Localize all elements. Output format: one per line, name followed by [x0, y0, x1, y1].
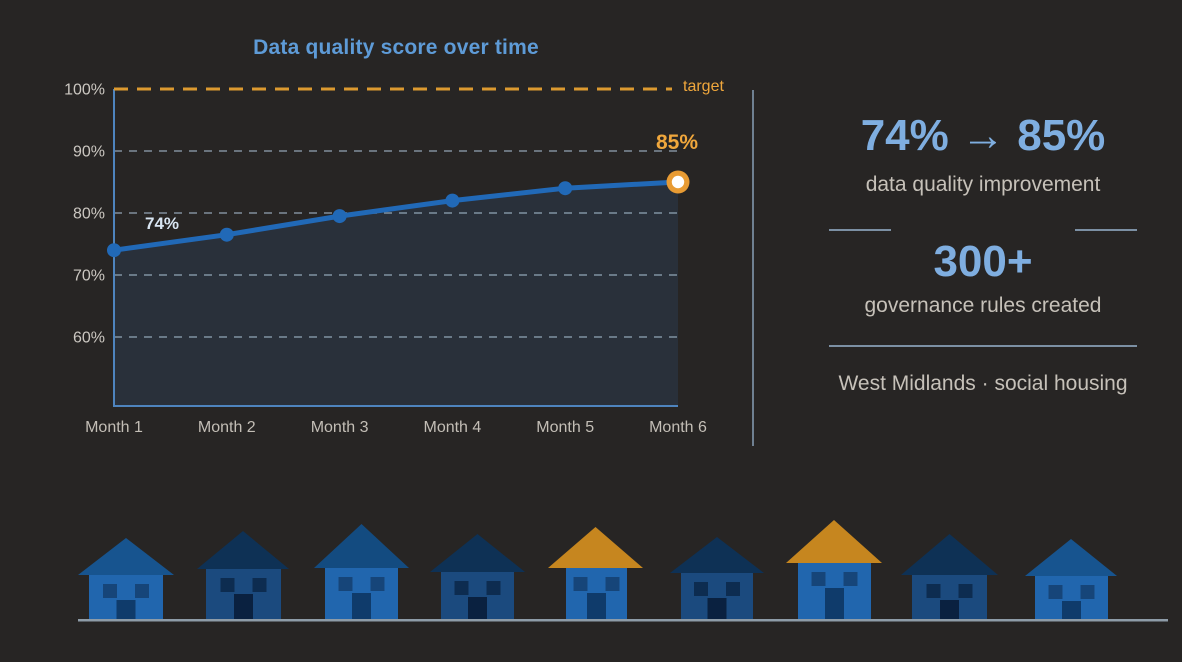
house-door — [234, 594, 253, 620]
house-roof — [670, 537, 764, 573]
house-icon — [670, 537, 764, 620]
house-door — [825, 588, 844, 620]
house-icon — [1025, 539, 1117, 620]
x-axis-category-label: Month 6 — [649, 419, 707, 436]
house-roof — [901, 534, 998, 575]
house-window — [338, 577, 353, 591]
y-axis-tick-label: 80% — [73, 206, 105, 223]
house-icon — [197, 531, 289, 620]
ground-line — [78, 619, 1168, 622]
divider-flank-left — [829, 229, 891, 231]
y-axis-tick-label: 70% — [73, 268, 105, 285]
x-axis-category-label: Month 5 — [536, 419, 594, 436]
house-window — [103, 584, 117, 598]
data-label-month1: 74% — [144, 214, 180, 233]
rules-stat: 300+ — [933, 237, 1033, 286]
x-axis-category-label: Month 2 — [198, 419, 256, 436]
house-door — [468, 597, 487, 620]
series-marker — [219, 227, 234, 242]
region-label: West Midlands · social housing — [838, 372, 1128, 395]
x-axis-category-label: Month 1 — [85, 419, 143, 436]
house-window — [573, 577, 588, 591]
highlight-marker-core — [671, 175, 685, 189]
x-axis-category-label: Month 3 — [311, 419, 369, 436]
y-axis-tick-label: 100% — [64, 82, 105, 99]
house-window — [605, 577, 620, 591]
house-icon — [786, 520, 882, 620]
y-axis-tick-label: 60% — [73, 330, 105, 347]
house-window — [370, 577, 385, 591]
house-window — [135, 584, 149, 598]
house-door — [587, 593, 606, 620]
house-roof — [197, 531, 289, 569]
series-marker — [332, 209, 347, 224]
house-icon — [901, 534, 998, 620]
house-door — [940, 600, 959, 620]
line-chart: 100% 90% 80% 70% 60% Month 1 Month 2 Month 3 Mon… — [64, 82, 707, 437]
house-window — [220, 578, 235, 592]
x-axis-category-label: Month 4 — [423, 419, 481, 436]
house-roof — [548, 527, 643, 568]
house-roof — [786, 520, 882, 563]
house-icon — [314, 524, 409, 620]
house-icon — [548, 527, 643, 620]
house-window — [252, 578, 267, 592]
houses-row — [78, 520, 1168, 622]
divider-line — [829, 345, 1137, 347]
data-label-month6: 85% — [655, 131, 699, 154]
house-window — [1048, 585, 1063, 599]
house-window — [1080, 585, 1095, 599]
house-window — [726, 582, 740, 596]
house-icon — [78, 538, 174, 620]
improvement-stat: 74% → 85% — [860, 111, 1106, 160]
y-axis-tick-label: 90% — [73, 144, 105, 161]
axis-lines — [113, 89, 678, 407]
series-marker — [107, 243, 121, 258]
series-area-fill — [114, 182, 678, 406]
house-window — [926, 584, 941, 598]
house-roof — [1025, 539, 1117, 576]
series-marker — [445, 193, 460, 208]
house-window — [843, 572, 858, 586]
house-window — [694, 582, 708, 596]
vertical-separator — [752, 90, 754, 446]
house-window — [811, 572, 826, 586]
target-label: target — [683, 78, 724, 95]
house-door — [1062, 601, 1081, 620]
chart-title: Data quality score over time — [253, 36, 539, 59]
series-line — [111, 179, 681, 253]
stats-panel: 74% → 85% data quality improvement 300+ … — [789, 0, 1177, 460]
house-door — [707, 598, 727, 620]
house-roof — [430, 534, 525, 572]
house-window — [454, 581, 469, 595]
house-door — [116, 600, 136, 620]
house-roof — [314, 524, 409, 568]
house-window — [958, 584, 973, 598]
house-roof — [78, 538, 174, 575]
house-window — [486, 581, 501, 595]
rules-stat-label: governance rules created — [864, 294, 1102, 317]
house-door — [352, 593, 371, 620]
divider-flank-right — [1075, 229, 1137, 231]
series-marker — [558, 181, 573, 196]
improvement-stat-label: data quality improvement — [865, 173, 1101, 196]
house-icon — [430, 534, 525, 620]
